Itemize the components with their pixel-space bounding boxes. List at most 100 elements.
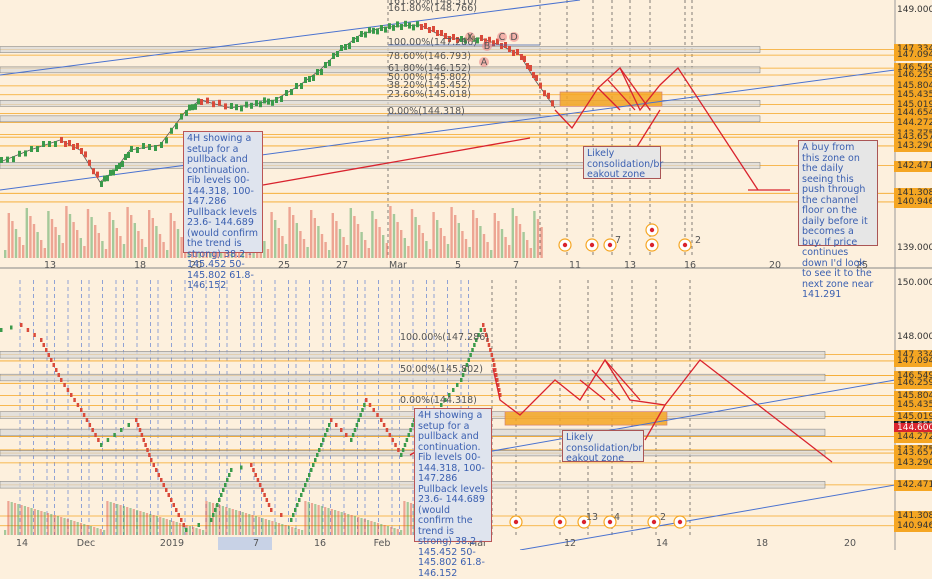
bottom-volume-bar — [17, 504, 20, 535]
bottom-brick — [499, 393, 502, 397]
top-x-label-12: 25 — [856, 260, 868, 271]
bottom-brick — [355, 423, 359, 427]
top-x-label-3: 25 — [278, 260, 290, 271]
bottom-band-2 — [0, 411, 826, 419]
bottom-volume-bar — [327, 508, 330, 535]
top-volume-bar — [522, 232, 525, 258]
harmonic-marker-circle — [509, 32, 519, 42]
top-x-label-9: 13 — [624, 260, 636, 271]
top-price-label: 139.000 — [897, 243, 932, 254]
top-candle — [224, 103, 227, 110]
top-red-arrow-2 — [607, 79, 636, 111]
top-candle — [448, 36, 451, 42]
bottom-brick — [292, 513, 295, 517]
top-volume-bar — [266, 249, 270, 258]
bottom-volume-bar — [13, 503, 17, 535]
top-candle — [118, 163, 121, 169]
fib-label-top-4: 61.80%(146.152) — [388, 63, 471, 74]
top-candle — [271, 99, 274, 106]
bottom-x-label-2: 2019 — [160, 538, 184, 549]
top-volume-bar — [180, 237, 183, 258]
bottom-brick — [127, 423, 130, 427]
bottom-volume-bar — [40, 511, 43, 535]
bottom-brick — [136, 423, 140, 427]
top-volume-bar — [540, 227, 543, 258]
bottom-x-label-9: 18 — [756, 538, 768, 549]
top-volume-bar — [299, 231, 302, 258]
top-volume-bar — [407, 246, 410, 258]
bottom-volume-bar — [228, 508, 231, 535]
top-x-label-6: 5 — [455, 260, 461, 271]
top-volume-bar — [108, 212, 111, 258]
top-candle — [88, 159, 91, 166]
bottom-volume-bar — [136, 510, 139, 535]
top-candle — [516, 49, 519, 55]
top-candle — [416, 21, 419, 28]
top-candle — [312, 75, 315, 81]
bottom-volume-bar — [175, 522, 178, 535]
top-event-dot — [607, 242, 613, 248]
top-volume-bar — [490, 250, 493, 258]
top-candle — [115, 165, 118, 171]
bottom-brick — [91, 428, 94, 432]
top-candle — [235, 104, 238, 111]
bottom-brick — [477, 333, 480, 337]
bottom-volume-bar — [109, 502, 112, 535]
top-x-label-0: 13 — [44, 260, 56, 271]
top-volume-bar — [529, 248, 532, 258]
top-volume-bar — [515, 216, 518, 258]
bottom-volume-bar — [343, 513, 347, 535]
bottom-brick — [409, 428, 412, 432]
bottom-brick — [280, 513, 283, 517]
harmonic-marker-B: B — [484, 41, 491, 52]
top-price-label: 149.000 — [897, 4, 932, 15]
bottom-price-label: 147.094 — [894, 355, 932, 367]
bottom-brick — [486, 338, 489, 342]
bottom-volume-bar — [43, 512, 46, 535]
top-red-arrow-3 — [619, 67, 651, 111]
top-candle — [464, 37, 467, 44]
bottom-volume-bar — [37, 510, 40, 535]
top-volume-bar — [90, 217, 93, 258]
bottom-volume-bar — [360, 518, 363, 535]
top-volume-bar — [504, 237, 507, 258]
top-candle — [136, 147, 139, 153]
bottom-brick — [353, 428, 357, 432]
bottom-brick — [388, 433, 392, 437]
bottom-price-label: 140.946 — [894, 520, 932, 532]
bottom-brick — [265, 498, 269, 502]
bottom-event-count-1: 4 — [614, 512, 620, 523]
bottom-x-label-1: Dec — [77, 538, 95, 549]
top-candle — [368, 27, 371, 34]
bottom-brick — [100, 443, 103, 447]
top-candle — [212, 101, 215, 108]
top-price-label: 147.334 — [894, 44, 932, 56]
bottom-brick — [76, 403, 80, 407]
top-volume-bar — [533, 211, 536, 258]
bottom-brick — [316, 453, 319, 457]
bottom-price-label: 147.334 — [894, 349, 932, 361]
bottom-volume-bar — [225, 507, 228, 535]
bottom-brick — [155, 468, 158, 472]
top-band-4 — [0, 162, 761, 169]
bottom-price-label: 145.435 — [894, 400, 932, 412]
top-volume-bar — [450, 207, 453, 258]
bottom-volume-bar — [400, 530, 403, 535]
top-candle — [285, 90, 288, 96]
top-volume-bar — [392, 214, 396, 258]
top-volume-bar — [14, 229, 18, 258]
top-volume-bar — [425, 241, 428, 258]
top-volume-bar — [126, 207, 129, 258]
bottom-brick — [73, 398, 76, 402]
top-candle — [60, 137, 63, 143]
top-price-label: 146.259 — [894, 70, 932, 82]
bottom-brick — [66, 388, 70, 392]
top-volume-bar — [313, 218, 316, 258]
bottom-brick — [52, 363, 55, 367]
bottom-volume-bar — [307, 502, 310, 535]
bottom-brick — [300, 493, 303, 497]
top-candle — [547, 92, 550, 99]
bottom-brick — [382, 423, 386, 427]
top-candle — [316, 69, 319, 75]
bottom-volume-bar — [363, 519, 366, 535]
